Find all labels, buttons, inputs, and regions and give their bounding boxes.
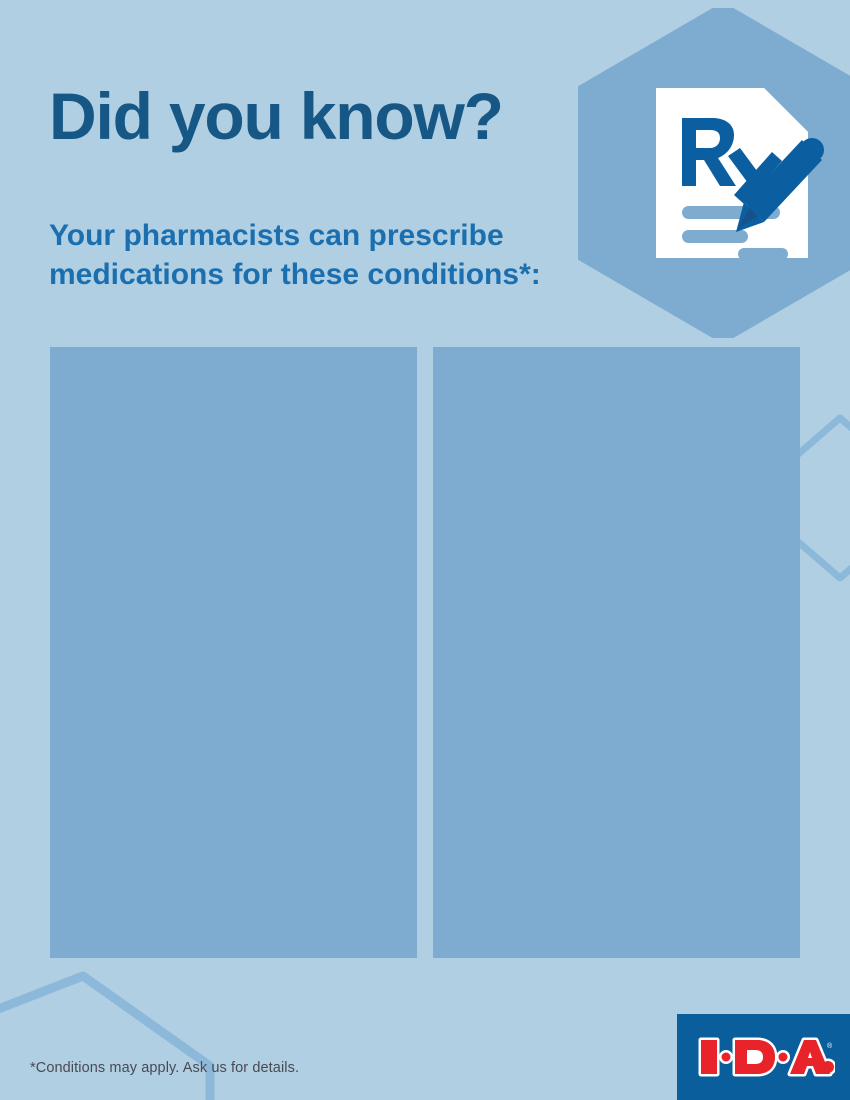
page-subtitle-line-2: medications for these conditions*: xyxy=(49,258,541,291)
hexagon-outline-bottom-left-icon xyxy=(0,971,215,1100)
pen-icon xyxy=(736,138,824,232)
footnote-text: *Conditions may apply. Ask us for detail… xyxy=(30,1060,300,1076)
conditions-list-right-panel xyxy=(433,347,800,958)
ida-logo-block: ® xyxy=(677,1014,850,1100)
conditions-list-left-panel xyxy=(50,347,417,958)
ida-logo: ® xyxy=(698,1037,835,1077)
page-subtitle-line-1: Your pharmacists can prescribe xyxy=(49,219,504,252)
rx-prescription-document-icon xyxy=(656,88,824,260)
page-title: Did you know? xyxy=(49,79,504,153)
page-subtitle: Your pharmacists can prescribe medicatio… xyxy=(49,216,609,294)
trademark-symbol: ® xyxy=(827,1042,833,1050)
